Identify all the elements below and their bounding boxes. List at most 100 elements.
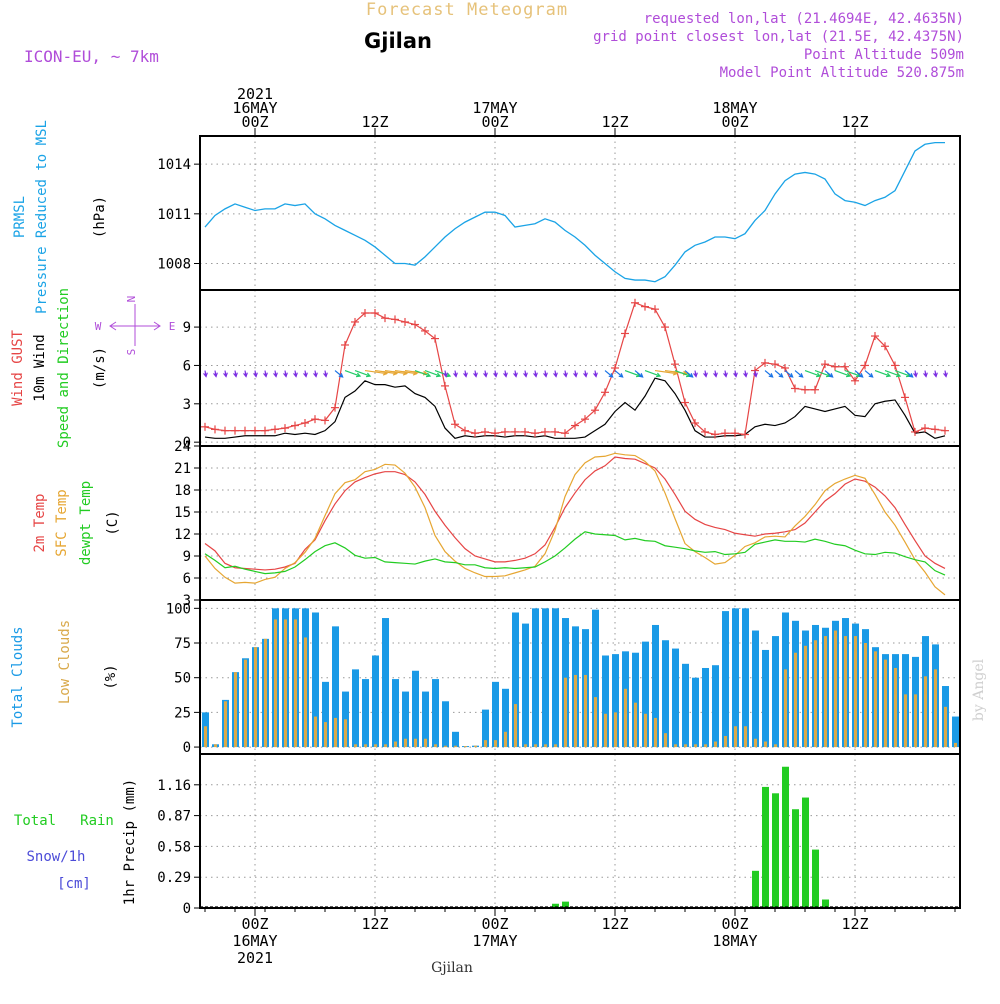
low-cloud-bar [914, 694, 917, 748]
wind-arrow-head [583, 372, 588, 378]
ytick-label: 0 [183, 740, 191, 756]
wind-arrow-head [338, 373, 344, 378]
wind-arrow [824, 370, 834, 378]
wind-arrow-head [533, 372, 538, 378]
wind-arrow-head [513, 372, 518, 378]
wind-arrow [634, 370, 644, 378]
total-cloud-bar [512, 612, 519, 748]
low-cloud-bar [694, 744, 697, 748]
low-cloud-bar [724, 735, 727, 748]
wind-arrow-head [543, 372, 548, 378]
ytick-label: 0 [183, 901, 191, 917]
low-cloud-bar [494, 740, 497, 748]
wind-arrow [334, 370, 344, 378]
total-cloud-bar [532, 608, 539, 748]
wind-arrow [414, 369, 431, 377]
sfc-line [204, 452, 946, 596]
wind-arrow-head [253, 372, 258, 378]
snow-unit-label: [cm] [57, 876, 91, 892]
wind-arrow-head [445, 372, 452, 378]
gust-markers [201, 298, 949, 439]
low-cloud-bar [564, 677, 567, 748]
ytick-label: 0.58 [157, 839, 191, 855]
low-cloud-bar [324, 722, 327, 748]
credit-label: by Angel [971, 658, 987, 721]
low-cloud-bar [794, 652, 797, 748]
total-cloud-bar [722, 611, 729, 748]
snow-label: Snow/1h [26, 849, 85, 865]
wind-arrow-head [778, 373, 784, 378]
ytick-label: 24 [174, 439, 191, 455]
low-cloud-bar [224, 701, 227, 748]
low-cloud-bar [424, 738, 427, 748]
total-cloud-bar [672, 648, 679, 748]
low-cloud-bar [924, 676, 927, 748]
wind-arrow-head [563, 372, 568, 378]
low-cloud-bar [834, 630, 837, 748]
low-cloud-bar [704, 744, 707, 748]
wind-arrow [374, 369, 397, 375]
wind-arrow [394, 369, 417, 375]
wind-direction-arrows [203, 369, 948, 378]
time-label: 12Z [601, 915, 628, 933]
wind-arrow [774, 370, 784, 378]
low-cloud-bar [884, 659, 887, 748]
wind-arrow-head [303, 372, 308, 378]
total-cloud-bar [662, 640, 669, 748]
total-cloud-bar [322, 681, 329, 748]
wind-arrow-head [943, 372, 948, 378]
ytick-label: 21 [174, 461, 191, 477]
time-label: 18MAY [712, 932, 757, 950]
wind-arrow-head [908, 373, 914, 378]
ytick-label: 25 [174, 705, 191, 721]
time-label: 00Z [481, 915, 508, 933]
low-cloud-bar [714, 741, 717, 748]
wind-arrow-head [713, 372, 718, 378]
wind-arrow [874, 369, 891, 377]
time-label: 00Z [241, 113, 268, 131]
rain-bar [552, 903, 559, 908]
low-cloud-bar [254, 647, 257, 748]
wind-arrow-head [443, 372, 448, 378]
wind-arrow [804, 369, 821, 377]
wind-unit: (m/s) [92, 347, 108, 389]
product-title: Forecast Meteogram [366, 0, 568, 20]
low-cloud-bar [384, 744, 387, 748]
compass-arrows [109, 304, 161, 346]
low-cloud-bar [934, 669, 937, 748]
total-cloud-bar [432, 679, 439, 748]
ytick-label: 0 [183, 435, 191, 451]
total-cloud-bar [442, 701, 449, 748]
low-cloud-bar [904, 694, 907, 748]
wind-arrow-head [895, 372, 902, 378]
wind-arrow [354, 369, 371, 377]
total-cloud-bar [422, 691, 429, 748]
wind-arrow-head [355, 372, 362, 378]
low-cloud-bar [374, 744, 377, 748]
time-label: 00Z [721, 915, 748, 933]
wind-arrow [604, 370, 614, 378]
total-cloud-bar [402, 691, 409, 748]
panel-frame [199, 753, 961, 909]
model-altitude: Model Point Altitude 520.875m [720, 65, 964, 81]
wind-arrow [434, 369, 451, 377]
time-label: 17MAY [472, 932, 517, 950]
low-cloud-bar [244, 659, 247, 748]
wind-arrow-head [753, 372, 758, 378]
total-cloud-bar [552, 608, 559, 748]
time-label: 12Z [841, 915, 868, 933]
low-cloud-bar [734, 726, 737, 748]
low-cloud-bar [874, 651, 877, 748]
pressure-label-desc: Pressure Reduced to MSL [34, 120, 50, 314]
ytick-label: 1014 [157, 157, 191, 173]
low-cloud-bar [824, 636, 827, 748]
rain-bar [802, 797, 809, 908]
low-cloud-bar [284, 619, 287, 748]
compass-rose: N S W E [95, 296, 176, 356]
total-cloud-bar [592, 609, 599, 748]
rain-bar [792, 809, 799, 908]
total-cloud-bar [742, 608, 749, 748]
total-cloud-bar [652, 624, 659, 748]
